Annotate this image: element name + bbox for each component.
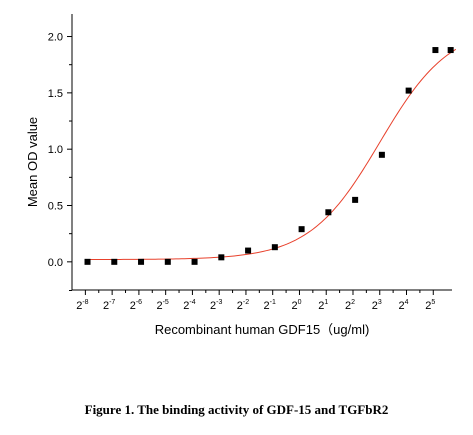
x-tick-label: 2-6 <box>130 299 142 312</box>
data-point-marker <box>298 226 305 233</box>
data-point-marker <box>245 247 252 254</box>
data-points <box>84 47 454 265</box>
data-point-marker <box>111 258 118 265</box>
data-point-marker <box>325 209 332 216</box>
x-tick-label: 2-3 <box>210 299 222 312</box>
x-tick-label: 22 <box>345 299 355 312</box>
figure-caption: Figure 1. The binding activity of GDF-15… <box>84 402 389 417</box>
fit-curve <box>85 48 457 261</box>
data-point-marker <box>218 254 225 261</box>
y-tick-label: 1.0 <box>48 144 63 156</box>
x-axis-label: Recombinant human GDF15（ug/ml) <box>155 322 370 337</box>
data-point-marker <box>352 196 359 203</box>
y-tick-label: 1.5 <box>48 88 63 100</box>
y-tick-label: 0.0 <box>48 257 63 269</box>
x-tick-label: 2-4 <box>183 299 195 312</box>
data-point-marker <box>378 151 385 158</box>
data-point-marker <box>447 47 454 54</box>
data-point-marker <box>271 244 278 251</box>
data-point-marker <box>84 258 91 265</box>
x-axis-ticks: 2-8 2-7 2-6 2-5 2-4 2-3 2-2 2-1 20 21 22 23 24 25 <box>76 290 435 312</box>
x-tick-label: 2-8 <box>76 299 88 312</box>
x-tick-label: 2-2 <box>237 299 249 312</box>
data-point-marker <box>164 258 171 265</box>
data-point-marker <box>405 87 412 94</box>
y-axis-label: Mean OD value <box>25 117 40 207</box>
x-tick-label: 23 <box>372 299 382 312</box>
chart-axes <box>71 14 452 291</box>
data-point-marker <box>191 258 198 265</box>
data-point-marker <box>432 47 439 54</box>
data-point-marker <box>138 258 145 265</box>
y-tick-label: 2.0 <box>48 32 63 44</box>
x-tick-label: 21 <box>318 299 328 312</box>
x-tick-label: 2-7 <box>103 299 115 312</box>
y-axis-ticks: 0.0 0.5 1.0 1.5 2.0 <box>48 32 72 291</box>
x-tick-label: 24 <box>398 299 408 312</box>
x-tick-label: 25 <box>425 299 435 312</box>
x-tick-label: 20 <box>291 299 301 312</box>
x-tick-label: 2-5 <box>156 299 168 312</box>
x-tick-label: 2-1 <box>264 299 276 312</box>
y-tick-label: 0.5 <box>48 201 63 213</box>
